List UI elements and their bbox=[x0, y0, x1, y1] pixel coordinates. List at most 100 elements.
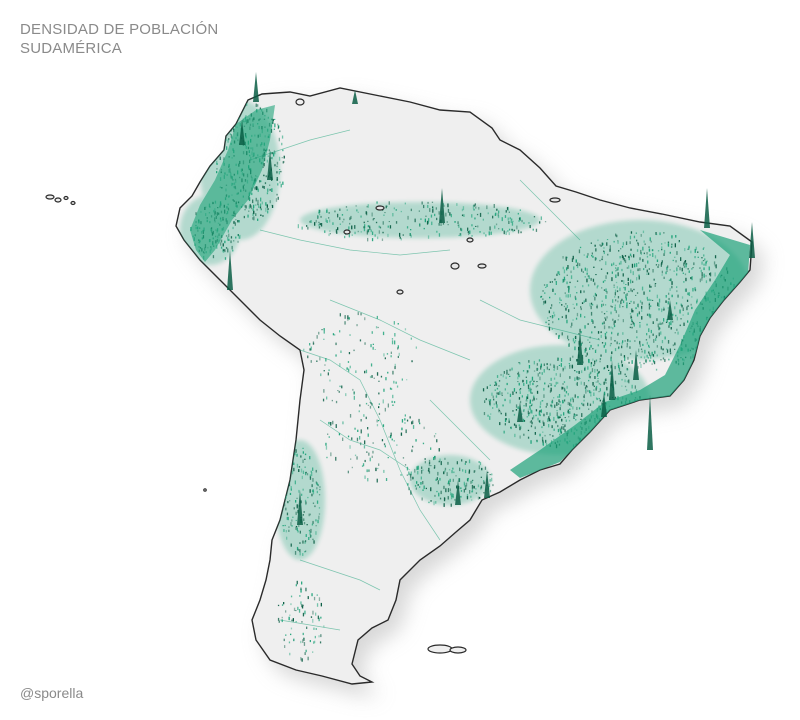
density-dot bbox=[494, 389, 496, 391]
density-dot bbox=[611, 263, 613, 267]
density-dot bbox=[351, 225, 353, 230]
density-dot bbox=[613, 262, 615, 266]
density-dot bbox=[565, 256, 567, 260]
density-dot bbox=[428, 501, 430, 504]
density-dot bbox=[518, 382, 520, 386]
population-spike bbox=[253, 72, 259, 102]
density-dot bbox=[326, 396, 328, 400]
density-dot bbox=[588, 275, 590, 280]
density-dot bbox=[676, 273, 678, 276]
density-dot bbox=[370, 402, 372, 405]
density-dot bbox=[229, 112, 231, 116]
density-dot bbox=[305, 471, 307, 474]
density-dot bbox=[475, 492, 478, 494]
density-dot bbox=[633, 322, 635, 327]
density-dot bbox=[617, 267, 619, 271]
density-dot bbox=[528, 412, 530, 417]
density-dot bbox=[374, 234, 376, 237]
density-dot bbox=[526, 396, 529, 399]
density-dot bbox=[568, 363, 570, 365]
density-dot bbox=[539, 372, 541, 374]
density-dot bbox=[410, 476, 412, 481]
density-dot bbox=[222, 142, 225, 146]
density-dot bbox=[587, 339, 589, 341]
density-dot bbox=[572, 406, 574, 410]
density-dot bbox=[559, 302, 561, 304]
density-dot bbox=[630, 421, 632, 423]
density-dot bbox=[266, 192, 269, 195]
density-dot bbox=[359, 339, 362, 342]
density-dot bbox=[267, 208, 269, 210]
density-dot bbox=[614, 292, 616, 296]
density-dot bbox=[622, 332, 624, 335]
density-dot bbox=[453, 471, 455, 474]
density-dot bbox=[530, 405, 532, 407]
density-dot bbox=[497, 392, 500, 395]
density-dot bbox=[371, 212, 373, 217]
density-dot bbox=[550, 377, 552, 381]
density-dot bbox=[657, 302, 659, 307]
density-dot bbox=[648, 346, 650, 348]
density-dot bbox=[566, 385, 568, 389]
density-dot bbox=[536, 390, 539, 394]
density-dot bbox=[610, 305, 612, 307]
density-dot bbox=[542, 400, 544, 402]
density-dot bbox=[316, 594, 318, 596]
density-dot bbox=[428, 463, 431, 467]
density-dot bbox=[684, 288, 687, 292]
density-dot bbox=[410, 474, 412, 478]
density-dot bbox=[560, 299, 562, 301]
density-dot bbox=[341, 214, 344, 216]
density-dot bbox=[329, 219, 331, 223]
density-dot bbox=[296, 504, 298, 509]
population-spike bbox=[439, 188, 445, 223]
density-dot bbox=[247, 214, 249, 218]
density-dot bbox=[498, 210, 500, 214]
density-dot bbox=[608, 369, 610, 371]
density-dot bbox=[402, 234, 404, 236]
density-dot bbox=[383, 469, 385, 473]
density-dot bbox=[392, 404, 394, 406]
density-dot bbox=[631, 320, 633, 323]
density-dot bbox=[599, 244, 601, 246]
density-dot bbox=[379, 226, 382, 229]
density-dot bbox=[405, 429, 407, 434]
density-dot bbox=[238, 236, 240, 239]
density-dot bbox=[581, 370, 583, 374]
density-dot bbox=[335, 229, 338, 233]
density-dot bbox=[709, 278, 711, 282]
density-dot bbox=[454, 499, 456, 501]
density-dot bbox=[376, 424, 379, 427]
density-dot bbox=[706, 260, 708, 262]
density-dot bbox=[309, 640, 311, 643]
density-dot bbox=[529, 408, 531, 410]
density-dot bbox=[300, 500, 302, 504]
density-dot bbox=[312, 522, 314, 524]
density-dot bbox=[551, 281, 553, 283]
density-dot bbox=[659, 321, 661, 325]
density-dot bbox=[606, 310, 608, 313]
density-dot bbox=[576, 414, 578, 416]
density-dot bbox=[338, 390, 340, 393]
density-dot bbox=[344, 235, 346, 239]
density-dot bbox=[435, 478, 437, 481]
density-dot bbox=[670, 278, 672, 282]
density-dot bbox=[663, 318, 665, 322]
density-dot bbox=[310, 535, 312, 537]
density-dot bbox=[287, 466, 289, 470]
density-dot bbox=[300, 640, 302, 644]
density-dot bbox=[658, 303, 660, 307]
density-dot bbox=[262, 166, 264, 168]
density-dot bbox=[535, 385, 537, 388]
density-dot bbox=[636, 239, 638, 242]
density-dot bbox=[668, 358, 670, 361]
density-dot bbox=[620, 300, 622, 305]
density-dot bbox=[367, 225, 369, 228]
density-dot bbox=[315, 469, 317, 473]
density-dot bbox=[601, 242, 603, 246]
density-dot bbox=[617, 272, 619, 277]
density-dot bbox=[499, 390, 501, 395]
density-dot bbox=[371, 331, 373, 334]
density-dot bbox=[295, 621, 297, 623]
density-dot bbox=[615, 310, 617, 314]
